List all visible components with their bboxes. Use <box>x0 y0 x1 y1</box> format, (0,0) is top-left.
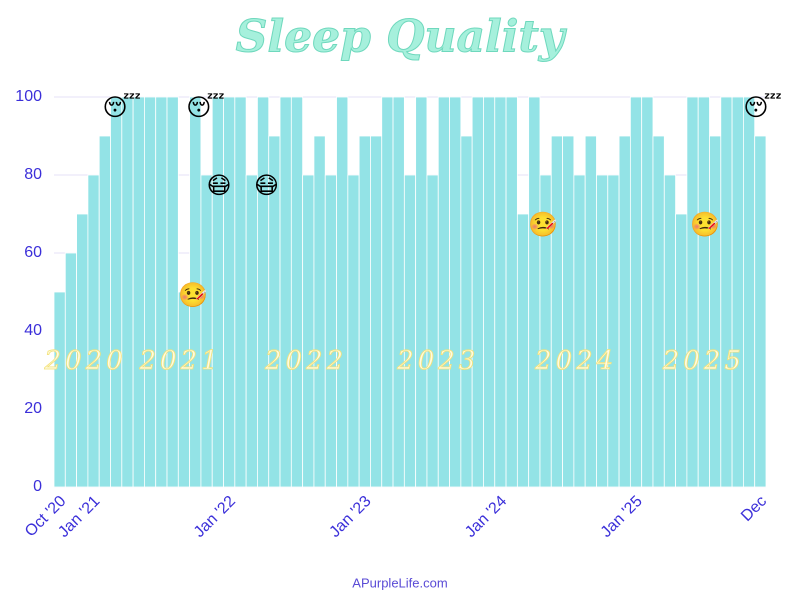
bar <box>324 174 337 488</box>
bar <box>460 135 473 488</box>
bar <box>132 96 145 488</box>
bar <box>121 96 134 488</box>
bar <box>144 96 157 488</box>
bar <box>437 96 450 488</box>
footer: APurpleLife.com <box>352 575 447 590</box>
bar <box>313 135 326 488</box>
bar <box>471 96 484 488</box>
bar <box>110 96 123 488</box>
bar <box>754 135 767 488</box>
year-label: 2022 <box>264 346 347 376</box>
bar <box>392 96 405 488</box>
bar <box>347 174 360 488</box>
bar <box>596 174 609 488</box>
emoji-annotation: 🤒 <box>690 211 720 239</box>
bar <box>686 96 699 488</box>
bar <box>336 96 349 488</box>
bar <box>516 213 530 488</box>
bar <box>98 135 111 488</box>
year-label: 2023 <box>396 346 479 376</box>
bar <box>211 96 224 488</box>
y-tick-label: 40 <box>24 322 42 339</box>
bar <box>381 96 394 488</box>
bar <box>257 96 270 488</box>
x-tick-label: Jan '24 <box>462 493 510 541</box>
bar <box>607 174 620 488</box>
emoji-annotation: 🤒 <box>178 281 208 309</box>
bar <box>629 96 643 488</box>
y-tick-label: 0 <box>33 478 42 495</box>
bar <box>155 96 168 488</box>
bar <box>528 96 541 488</box>
bar <box>652 135 665 488</box>
bar <box>709 135 722 488</box>
emoji-annotation: 😴 <box>743 93 782 122</box>
emoji-annotation: 😴 <box>103 93 142 122</box>
bar <box>562 135 575 488</box>
y-tick-label: 20 <box>24 400 42 417</box>
y-tick-label: 100 <box>15 88 42 105</box>
bar <box>573 174 586 488</box>
emoji-annotation: 😷 <box>254 172 279 200</box>
emoji-annotation: 😴 <box>186 93 225 122</box>
x-tick-label: Jan '23 <box>326 493 374 541</box>
bar <box>697 96 710 488</box>
bar <box>200 174 213 488</box>
bar <box>245 174 258 488</box>
year-label: 2024 <box>534 346 617 376</box>
bar <box>415 96 428 488</box>
bar <box>449 96 462 488</box>
bar <box>53 291 66 488</box>
emoji-annotation: 😷 <box>206 172 231 200</box>
bar <box>550 135 563 488</box>
bar <box>641 96 654 488</box>
bar <box>720 96 733 488</box>
y-tick-label: 80 <box>24 166 42 183</box>
bar <box>370 135 383 488</box>
x-tick-label: Jan '22 <box>191 493 239 541</box>
bar <box>302 174 315 488</box>
bar <box>742 96 756 488</box>
bar <box>505 96 518 488</box>
bar <box>483 96 496 488</box>
bar <box>494 96 507 488</box>
bar <box>234 96 247 488</box>
chart-title: Sleep Quality <box>236 12 568 63</box>
bar <box>290 96 304 488</box>
bar <box>584 135 597 488</box>
x-tick-label: Jan '25 <box>598 493 646 541</box>
bar <box>87 174 100 488</box>
bar <box>731 96 744 488</box>
bar <box>663 174 676 488</box>
x-tick-label: Dec <box>738 493 770 525</box>
year-label: 2020 <box>44 346 127 376</box>
y-tick-label: 60 <box>24 244 42 261</box>
bar <box>279 96 292 488</box>
bar <box>426 174 439 488</box>
year-label: 2021 <box>138 346 221 376</box>
bar <box>403 174 417 488</box>
year-label: 2025 <box>662 346 745 376</box>
emoji-annotation: 🤒 <box>528 211 558 239</box>
bar <box>358 135 371 488</box>
bar <box>618 135 631 488</box>
bar <box>223 96 236 488</box>
bar <box>166 96 179 488</box>
bar <box>177 291 191 488</box>
